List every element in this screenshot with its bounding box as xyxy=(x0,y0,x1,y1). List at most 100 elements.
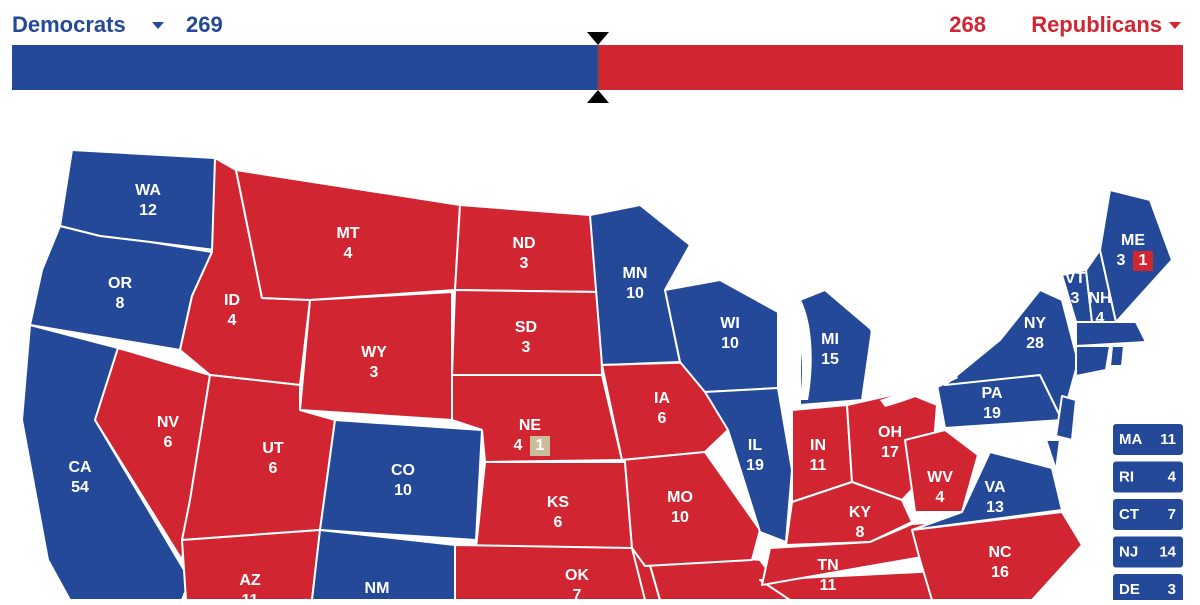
state-shape[interactable] xyxy=(454,544,646,601)
state-votes: 4 xyxy=(228,312,237,329)
state-shape[interactable] xyxy=(944,289,1079,421)
state-abbr: NE xyxy=(519,417,542,434)
state-abbr: MI xyxy=(821,331,839,348)
state-shape[interactable] xyxy=(1075,321,1147,347)
state-votes: 11 xyxy=(242,592,259,600)
state-votes: 11 xyxy=(810,457,827,474)
state-abbr: IA xyxy=(654,390,670,407)
rep-label[interactable]: Republicans xyxy=(1031,12,1162,37)
small-state-abbr: CT xyxy=(1119,506,1139,523)
state-votes: 3 xyxy=(1117,252,1126,269)
split-district-box[interactable] xyxy=(530,436,550,456)
state-votes: 3 xyxy=(1071,290,1080,307)
state-votes: 13 xyxy=(986,499,1004,516)
dem-label[interactable]: Democrats xyxy=(12,12,126,37)
state-votes: 28 xyxy=(1026,335,1044,352)
state-abbr: NV xyxy=(157,414,180,431)
small-state-votes: 4 xyxy=(1168,468,1177,485)
rep-votes: 268 xyxy=(949,12,986,37)
state-shape[interactable] xyxy=(1045,439,1061,471)
small-state-votes: 3 xyxy=(1168,581,1176,598)
state-shape[interactable] xyxy=(911,451,1063,531)
state-abbr: NY xyxy=(1024,315,1047,332)
vote-bar xyxy=(12,32,1183,103)
state-shape[interactable] xyxy=(1075,345,1111,377)
small-state-box[interactable] xyxy=(1113,499,1183,530)
split-district-votes: 1 xyxy=(536,437,545,454)
split-district-votes: 1 xyxy=(1139,252,1148,269)
state-abbr: KS xyxy=(547,494,570,511)
state-abbr: OR xyxy=(108,275,132,292)
lake xyxy=(880,372,958,407)
state-abbr: TN xyxy=(817,557,838,574)
small-state-abbr: RI xyxy=(1119,468,1134,485)
state-labels: WA12OR8CA54NV6ID4MT4WY3UT6AZ11CO10NMND3S… xyxy=(68,182,1153,605)
state-abbr: IN xyxy=(810,437,826,454)
state-abbr: SD xyxy=(515,319,537,336)
state-votes: 17 xyxy=(881,444,899,461)
small-state-abbr: DE xyxy=(1119,581,1140,598)
state-votes: 8 xyxy=(116,295,125,312)
state-abbr: PA xyxy=(981,385,1002,402)
state-abbr: OH xyxy=(878,424,902,441)
state-votes: 6 xyxy=(554,514,563,531)
small-state-box[interactable] xyxy=(1113,424,1183,455)
state-votes: 10 xyxy=(721,335,739,352)
state-votes: 4 xyxy=(936,489,945,506)
state-abbr: CA xyxy=(68,459,92,476)
state-abbr: MO xyxy=(667,489,693,506)
state-shape[interactable] xyxy=(319,419,483,541)
state-votes: 54 xyxy=(71,479,89,496)
state-abbr: IL xyxy=(748,437,762,454)
state-shape[interactable] xyxy=(904,429,979,513)
state-abbr: WY xyxy=(361,344,387,361)
state-votes: 11 xyxy=(820,577,837,594)
state-shape[interactable] xyxy=(1055,395,1077,441)
small-state-votes: 14 xyxy=(1159,543,1176,560)
header: Democrats 269 268 Republicans xyxy=(12,12,1181,37)
small-states-list: MA 11 RI 4 CT 7 NJ 14 DE 3 xyxy=(1113,424,1183,605)
rep-dropdown-caret[interactable] xyxy=(1169,22,1181,29)
state-shape[interactable] xyxy=(181,529,321,601)
small-state-box[interactable] xyxy=(1113,536,1183,568)
state-votes: 15 xyxy=(821,351,839,368)
dem-bar xyxy=(12,45,599,90)
small-state-box[interactable] xyxy=(1113,461,1183,493)
map xyxy=(21,149,1173,601)
state-abbr: VT xyxy=(1065,270,1086,287)
state-abbr: ID xyxy=(224,292,240,309)
state-abbr: NM xyxy=(365,580,390,597)
split-district-box[interactable] xyxy=(1133,251,1153,271)
state-votes: 4 xyxy=(514,437,523,454)
state-shape[interactable] xyxy=(785,481,913,546)
state-votes: 8 xyxy=(856,524,865,541)
small-state-votes: 7 xyxy=(1168,506,1176,523)
state-abbr: NH xyxy=(1088,290,1111,307)
state-votes: 3 xyxy=(370,364,379,381)
state-votes: 6 xyxy=(164,434,173,451)
state-votes: 7 xyxy=(573,587,582,600)
small-state-votes: 11 xyxy=(1160,431,1176,448)
state-abbr: ME xyxy=(1121,232,1145,249)
state-shape[interactable] xyxy=(621,451,761,567)
state-abbr: WV xyxy=(927,469,953,486)
state-votes: 10 xyxy=(671,509,689,526)
small-state-box[interactable] xyxy=(1113,574,1183,605)
small-state-abbr: NJ xyxy=(1119,543,1138,560)
state-votes: 16 xyxy=(991,564,1009,581)
lake xyxy=(870,325,892,390)
state-votes: 3 xyxy=(520,255,529,272)
lake xyxy=(788,298,812,400)
state-abbr: ND xyxy=(512,235,535,252)
state-votes: 6 xyxy=(269,460,278,477)
state-votes: 19 xyxy=(983,405,1001,422)
dem-votes: 269 xyxy=(186,12,223,37)
state-votes: 19 xyxy=(746,457,764,474)
state-shape[interactable] xyxy=(1109,345,1125,367)
state-abbr: WI xyxy=(720,315,740,332)
dem-dropdown-caret[interactable] xyxy=(152,22,164,29)
state-shape[interactable] xyxy=(799,289,873,406)
state-votes: 4 xyxy=(1096,310,1105,327)
lake xyxy=(690,254,800,280)
